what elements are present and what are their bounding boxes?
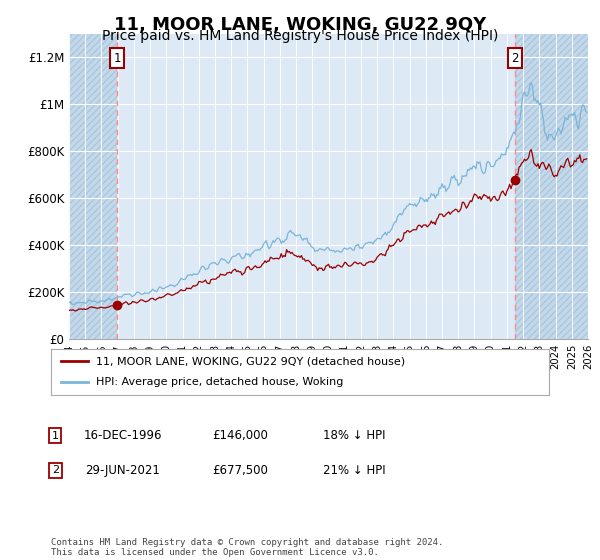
- Text: 11, MOOR LANE, WOKING, GU22 9QY (detached house): 11, MOOR LANE, WOKING, GU22 9QY (detache…: [96, 356, 405, 366]
- Text: 21% ↓ HPI: 21% ↓ HPI: [323, 464, 385, 477]
- Text: 1: 1: [113, 52, 121, 65]
- Text: 2: 2: [511, 52, 518, 65]
- Text: 29-JUN-2021: 29-JUN-2021: [86, 464, 160, 477]
- Text: Contains HM Land Registry data © Crown copyright and database right 2024.
This d: Contains HM Land Registry data © Crown c…: [51, 538, 443, 557]
- Bar: [69, 34, 117, 339]
- Text: £677,500: £677,500: [212, 464, 268, 477]
- Text: 16-DEC-1996: 16-DEC-1996: [84, 429, 162, 442]
- Text: £146,000: £146,000: [212, 429, 268, 442]
- Bar: [515, 34, 588, 339]
- Text: 18% ↓ HPI: 18% ↓ HPI: [323, 429, 385, 442]
- Text: Price paid vs. HM Land Registry's House Price Index (HPI): Price paid vs. HM Land Registry's House …: [102, 29, 498, 43]
- Text: 1: 1: [52, 431, 59, 441]
- Text: 2: 2: [52, 465, 59, 475]
- Text: HPI: Average price, detached house, Woking: HPI: Average price, detached house, Woki…: [96, 377, 343, 388]
- Text: 11, MOOR LANE, WOKING, GU22 9QY: 11, MOOR LANE, WOKING, GU22 9QY: [114, 16, 486, 34]
